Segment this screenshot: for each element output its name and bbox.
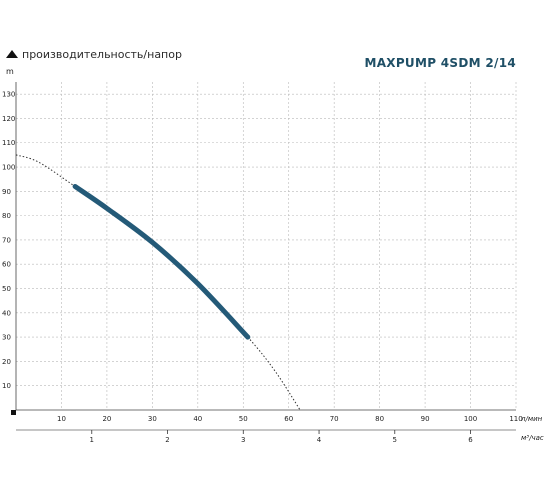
x-tick-label: 70 [330,415,339,423]
x2-tick-labels: 1 2 3 4 5 6 [90,430,473,444]
chart-caption: производительность/напор [22,48,182,61]
x-tick-label: 80 [375,415,384,423]
x-tick-label: 10 [57,415,66,423]
x2-tick-label: 5 [393,436,397,444]
x2-tick-label: 6 [468,436,473,444]
x-tick-label: 60 [284,415,293,423]
x-tick-label: 50 [239,415,248,423]
y-axis-unit: m [6,67,14,76]
y-tick-label: 90 [2,188,11,196]
x2-axis-unit: м³/час [521,434,544,442]
y-tick-label: 50 [2,285,11,293]
y-tick-labels: 10 20 30 40 50 60 70 80 90 100 110 120 130 [2,91,15,391]
y-tick-label: 60 [2,261,11,269]
x2-tick-label: 3 [241,436,245,444]
x-tick-label: 100 [464,415,477,423]
x-tick-label: 40 [193,415,202,423]
curves [15,154,301,411]
y-tick-label: 110 [2,139,15,147]
x-tick-label: 20 [102,415,111,423]
y-tick-label: 100 [2,164,15,172]
origin-marker [11,410,16,415]
x2-tick-label: 4 [317,436,322,444]
model-title: MAXPUMP 4SDM 2/14 [364,56,516,70]
y-tick-label: 80 [2,212,11,220]
working-range-curve [72,183,251,340]
x-tick-label: 90 [421,415,430,423]
y-tick-label: 40 [2,309,11,317]
y-tick-label: 70 [2,236,11,244]
x2-tick-label: 2 [165,436,169,444]
x-tick-label: 110 [509,415,522,423]
x-tick-label: 30 [148,415,157,423]
header: производительность/напор MAXPUMP 4SDM 2/… [6,48,516,70]
y-tick-label: 20 [2,358,11,366]
grid [15,82,517,431]
x-axis-unit: л/мин [520,415,543,423]
y-tick-label: 130 [2,91,15,99]
y-tick-label: 10 [2,382,11,390]
y-tick-label: 120 [2,115,15,123]
full-range-curve [15,154,301,411]
x-tick-labels: 10 20 30 40 50 60 70 80 90 100 110 [57,415,523,423]
up-arrow-icon [6,50,18,58]
y-tick-label: 30 [2,334,11,342]
x2-tick-label: 1 [90,436,94,444]
